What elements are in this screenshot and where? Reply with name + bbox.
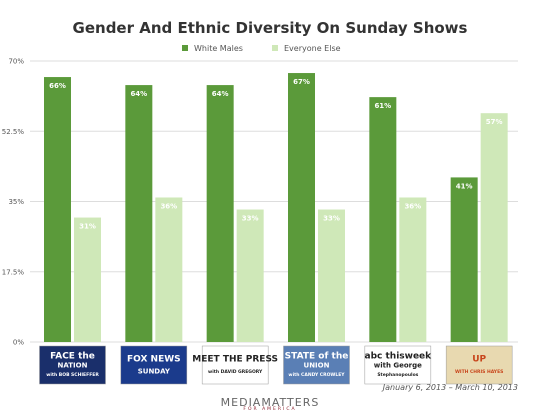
bar [125, 85, 153, 342]
brand-name: MEDIAMATTERS [220, 396, 320, 409]
bar [236, 209, 264, 342]
y-tick-label: 17.5% [2, 268, 25, 276]
bar-value-label: 33% [323, 215, 340, 223]
date-range: January 6, 2013 – March 10, 2013 [382, 383, 518, 392]
show-logo [201, 345, 269, 385]
bar-value-label: 36% [160, 202, 177, 210]
bar-value-label: 64% [130, 90, 147, 98]
show-logo-text: Stephanopoulos [377, 372, 418, 378]
bars: 66% 31% 64% 36% 64% 33% 67% 33% 61% 36% 41% 57% [44, 73, 508, 343]
show-logo-text: abc thisweek [365, 352, 433, 362]
bar [369, 97, 397, 342]
bar [155, 197, 183, 342]
bar-value-label: 57% [486, 118, 503, 126]
legend-swatch [272, 45, 278, 51]
show-logo-text: with DAVID GREGORY [208, 369, 263, 375]
legend-swatch [182, 45, 188, 51]
show-logo-text: with CANDY CROWLEY [288, 372, 345, 378]
bar [318, 209, 345, 342]
show-logo [364, 345, 432, 385]
show-logo [39, 345, 106, 385]
y-tick-label: 70% [8, 58, 24, 66]
brand-logo: MEDIAMATTERS FOR AMERICA [0, 396, 540, 412]
brand-subtitle: FOR AMERICA [243, 407, 297, 412]
show-logo-text: SUNDAY [138, 368, 171, 376]
y-tick-label: 52.5% [2, 128, 25, 136]
show-logo-text: WITH CHRIS HAYES [455, 369, 503, 375]
bar-value-label: 61% [374, 102, 391, 110]
legend: White Males Everyone Else [182, 44, 341, 53]
gridlines [30, 60, 518, 343]
y-tick-label: 35% [8, 198, 24, 206]
bar-value-label: 36% [404, 202, 421, 210]
chart-title: Gender And Ethnic Diversity On Sunday Sh… [73, 19, 468, 37]
show-logo-text: NATION [58, 361, 88, 369]
bar-value-label: 33% [242, 215, 259, 223]
bar-value-label: 66% [49, 82, 66, 90]
show-logo [283, 345, 350, 385]
show-logo [445, 345, 513, 385]
bar-value-label: 41% [456, 182, 473, 190]
bar [288, 73, 315, 343]
bar-value-label: 64% [212, 90, 229, 98]
legend-label: White Males [194, 44, 243, 53]
bar [44, 77, 71, 343]
bar [74, 217, 101, 342]
bar-value-label: 31% [79, 223, 96, 231]
bar [206, 85, 234, 342]
bar [480, 113, 508, 342]
show-logo-text: FOX NEWS [127, 355, 181, 365]
show-logo [120, 345, 188, 385]
legend-label: Everyone Else [284, 44, 341, 53]
show-logo-text: UNION [304, 361, 330, 369]
bar [399, 197, 427, 342]
show-logo-text: STATE of the [285, 352, 349, 362]
bar [450, 177, 478, 342]
y-axis: 0% 17.5% 35% 52.5% 70% [2, 58, 25, 347]
bar-value-label: 67% [293, 78, 310, 86]
show-logo-text: with George [374, 361, 422, 369]
show-logo-text: FACE the [50, 352, 95, 362]
show-logo-text: with BOB SCHIEFFER [46, 372, 99, 378]
y-tick-label: 0% [13, 339, 24, 347]
show-logo-text: MEET THE PRESS [192, 355, 278, 365]
show-logo-text: UP [472, 355, 486, 365]
